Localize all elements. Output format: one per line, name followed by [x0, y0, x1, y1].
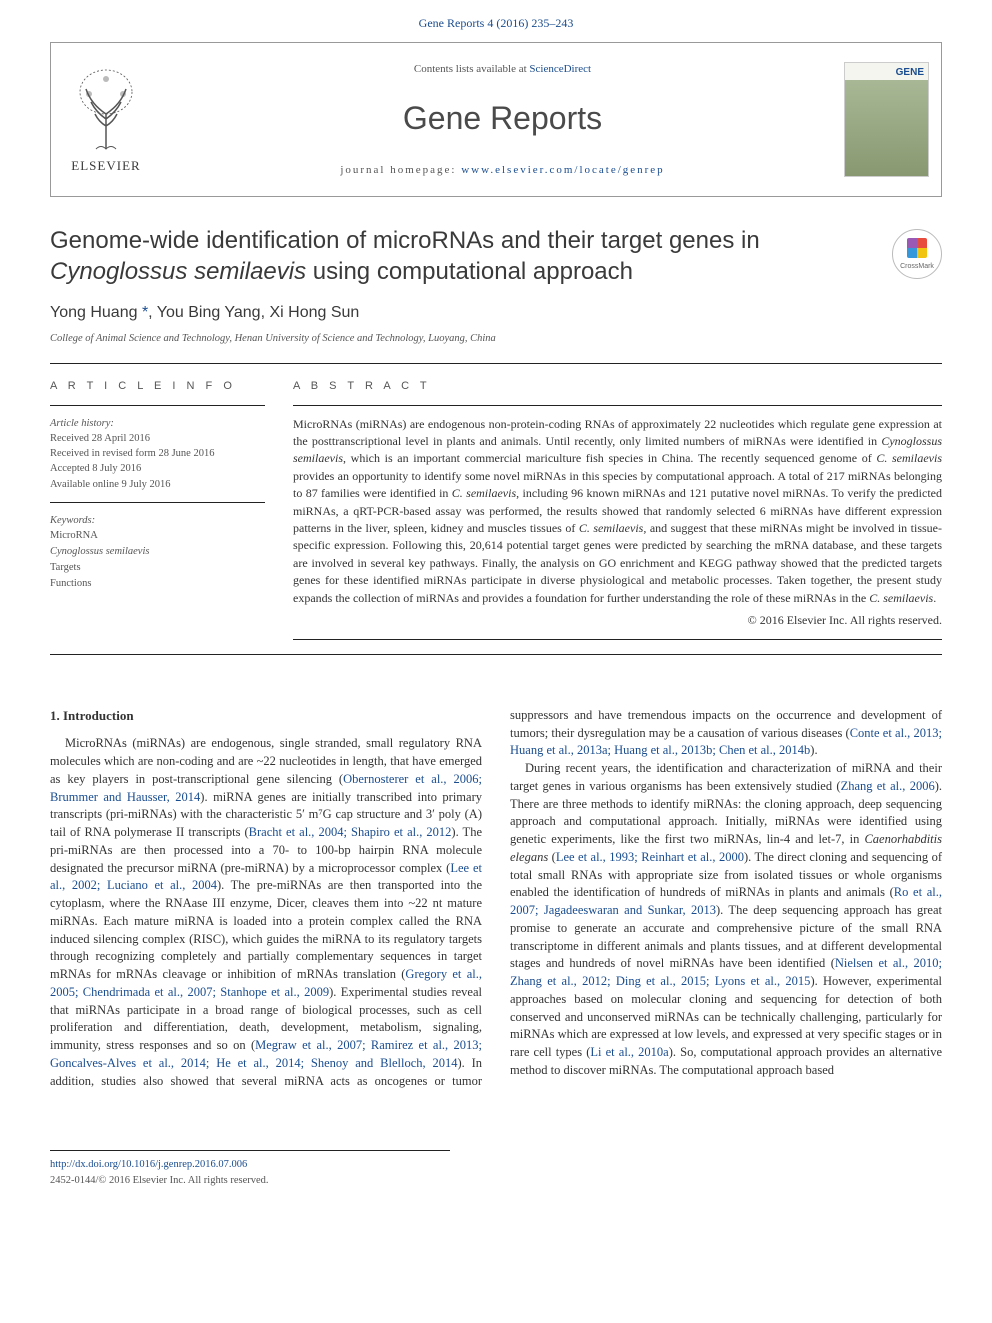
article-history: Article history: Received 28 April 2016 …	[50, 416, 265, 492]
crossmark-badge[interactable]: CrossMark	[892, 229, 942, 279]
abs-a: MicroRNAs (miRNAs) are endogenous non-pr…	[293, 417, 942, 448]
info-divider-2	[50, 502, 265, 503]
keyword-4: Functions	[50, 576, 265, 592]
section-heading-intro: 1. Introduction	[50, 707, 482, 725]
abs-i4: C. semilaevis,	[579, 521, 647, 535]
journal-cover-thumbnail: GENE	[844, 62, 929, 177]
affiliation: College of Animal Science and Technology…	[50, 331, 942, 347]
keyword-1: MicroRNA	[50, 528, 265, 544]
cite-7[interactable]: Zhang et al., 2006	[841, 779, 935, 793]
abs-i3: C. semilaevis	[452, 486, 516, 500]
crossmark-label: CrossMark	[893, 262, 941, 273]
contents-prefix: Contents lists available at	[414, 63, 529, 75]
abstract-label: A B S T R A C T	[293, 378, 942, 395]
journal-reference: Gene Reports 4 (2016) 235–243	[0, 0, 992, 42]
received-date: Received 28 April 2016	[50, 431, 265, 446]
abs-b: , which is an important commercial maric…	[343, 451, 876, 465]
article-info-column: A R T I C L E I N F O Article history: R…	[50, 378, 265, 650]
keyword-3: Targets	[50, 560, 265, 576]
abs-i2: C. semilaevis	[876, 451, 942, 465]
title-species: Cynoglossus semilaevis	[50, 258, 306, 285]
article-title: Genome-wide identification of microRNAs …	[50, 225, 872, 287]
abs-f: .	[933, 591, 936, 605]
divider-2	[50, 654, 942, 655]
sciencedirect-link[interactable]: ScienceDirect	[529, 63, 591, 75]
issn-copyright: 2452-0144/© 2016 Elsevier Inc. All right…	[50, 1173, 450, 1189]
online-date: Available online 9 July 2016	[50, 477, 265, 492]
journal-homepage: journal homepage: www.elsevier.com/locat…	[161, 162, 844, 179]
divider	[50, 363, 942, 364]
abstract-divider-top	[293, 405, 942, 406]
info-divider-1	[50, 405, 265, 406]
abs-i5: C. semilaevis	[869, 591, 933, 605]
accepted-date: Accepted 8 July 2016	[50, 461, 265, 476]
journal-header: ELSEVIER Contents lists available at Sci…	[50, 42, 942, 197]
abstract-column: A B S T R A C T MicroRNAs (miRNAs) are e…	[293, 378, 942, 650]
abstract-divider-bottom	[293, 639, 942, 640]
body-text: 1. Introduction MicroRNAs (miRNAs) are e…	[50, 707, 942, 1090]
elsevier-logo: ELSEVIER	[51, 43, 161, 196]
title-part-a: Genome-wide identification of microRNAs …	[50, 227, 760, 254]
footer: http://dx.doi.org/10.1016/j.genrep.2016.…	[50, 1150, 450, 1189]
cite-2[interactable]: Bracht et al., 2004; Shapiro et al., 201…	[249, 825, 452, 839]
cite-8[interactable]: Lee et al., 1993; Reinhart et al., 2000	[556, 850, 744, 864]
elsevier-tree-icon	[71, 64, 141, 154]
homepage-prefix: journal homepage:	[340, 164, 461, 176]
p2c: (	[548, 850, 556, 864]
homepage-link[interactable]: www.elsevier.com/locate/genrep	[461, 164, 664, 176]
author-1: Yong Huang	[50, 304, 142, 321]
header-center: Contents lists available at ScienceDirec…	[161, 61, 844, 178]
doi-link[interactable]: http://dx.doi.org/10.1016/j.genrep.2016.…	[50, 1157, 450, 1173]
article-info-label: A R T I C L E I N F O	[50, 378, 265, 395]
revised-date: Received in revised form 28 June 2016	[50, 446, 265, 461]
gene-cover-label: GENE	[896, 65, 924, 80]
cite-11[interactable]: Li et al., 2010a	[590, 1045, 668, 1059]
journal-title: Gene Reports	[161, 94, 844, 142]
title-part-b: using computational approach	[306, 258, 633, 285]
authors: Yong Huang *, You Bing Yang, Xi Hong Sun	[50, 301, 942, 325]
p1g: ).	[810, 743, 817, 757]
abstract-text: MicroRNAs (miRNAs) are endogenous non-pr…	[293, 416, 942, 607]
keyword-2: Cynoglossus semilaevis	[50, 544, 265, 560]
history-header: Article history:	[50, 416, 265, 431]
abstract-copyright: © 2016 Elsevier Inc. All rights reserved…	[293, 611, 942, 629]
authors-rest: , You Bing Yang, Xi Hong Sun	[148, 304, 359, 321]
intro-paragraph-2: During recent years, the identification …	[510, 760, 942, 1080]
contents-line: Contents lists available at ScienceDirec…	[161, 61, 844, 78]
p1d: ). The pre-miRNAs are then transported i…	[50, 878, 482, 981]
keywords: Keywords: MicroRNA Cynoglossus semilaevi…	[50, 513, 265, 592]
elsevier-label: ELSEVIER	[71, 156, 140, 176]
keywords-header: Keywords:	[50, 513, 265, 529]
